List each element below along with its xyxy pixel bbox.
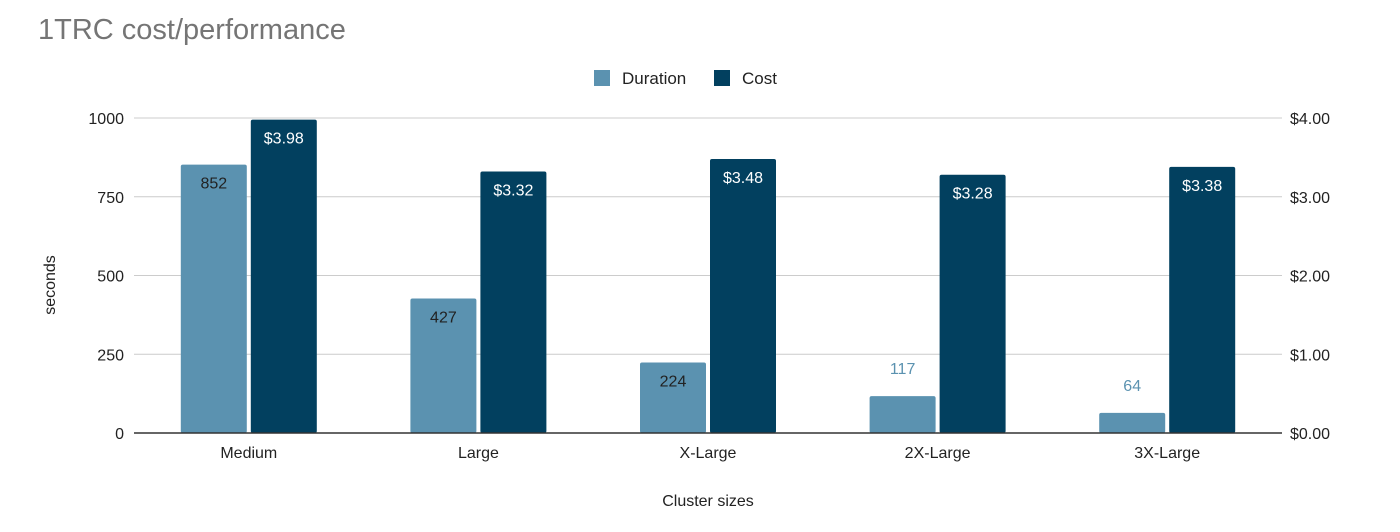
data-label-cost-1: $3.32 bbox=[493, 183, 533, 200]
grid-lines bbox=[134, 117, 1282, 355]
data-label-duration-0: 852 bbox=[200, 176, 227, 193]
bar-cost-1 bbox=[480, 171, 547, 434]
bar-duration-1 bbox=[410, 298, 477, 433]
y2-tick-label: $2.00 bbox=[1290, 269, 1330, 286]
x-tick-label: Large bbox=[458, 445, 499, 462]
data-label-duration-3: 117 bbox=[890, 361, 916, 378]
data-label-cost-3: $3.28 bbox=[953, 186, 993, 203]
y2-tick-label: $0.00 bbox=[1290, 426, 1330, 443]
x-tick-label: 2X-Large bbox=[905, 445, 971, 462]
y2-tick-label: $1.00 bbox=[1290, 347, 1330, 364]
data-labels: 852 $3.98 427 $3.32 224 $3.48 117 $3.28 64 $3.38 bbox=[200, 131, 1222, 395]
y-tick-label: 250 bbox=[97, 347, 124, 364]
data-label-duration-2: 224 bbox=[660, 373, 687, 390]
y-tick-label: 750 bbox=[97, 190, 124, 207]
legend-label-cost: Cost bbox=[742, 69, 777, 88]
data-label-cost-0: $3.98 bbox=[264, 131, 304, 148]
y-axis-title: seconds bbox=[42, 255, 59, 315]
legend-swatch-duration bbox=[594, 70, 610, 86]
y-tick-label: 0 bbox=[115, 426, 124, 443]
bar-duration-4 bbox=[1099, 412, 1166, 433]
y-tick-label: 1000 bbox=[88, 111, 124, 128]
legend: Duration Cost bbox=[594, 69, 777, 88]
y2-tick-label: $4.00 bbox=[1290, 111, 1330, 128]
data-label-duration-1: 427 bbox=[430, 309, 457, 326]
data-label-cost-2: $3.48 bbox=[723, 170, 763, 187]
data-label-duration-4: 64 bbox=[1123, 378, 1141, 395]
bar-cost-0 bbox=[250, 119, 317, 433]
bar-cost-2 bbox=[710, 158, 776, 433]
axes: 0 $0.00 250 $1.00 500 $2.00 750 $3.00 1000 $4.00 M… bbox=[42, 111, 1330, 510]
bar-cost-3 bbox=[939, 174, 1006, 433]
x-tick-label: 3X-Large bbox=[1134, 445, 1200, 462]
y-tick-label: 500 bbox=[97, 269, 124, 286]
bar-duration-0 bbox=[180, 164, 247, 433]
data-label-cost-4: $3.38 bbox=[1182, 178, 1222, 195]
bar-cost-4 bbox=[1169, 166, 1236, 433]
x-tick-label: Medium bbox=[220, 445, 277, 462]
bar-duration-3 bbox=[869, 396, 936, 433]
x-axis-title: Cluster sizes bbox=[662, 493, 754, 510]
x-tick-label: X-Large bbox=[680, 445, 737, 462]
bar-duration-2 bbox=[640, 362, 706, 433]
legend-label-duration: Duration bbox=[622, 69, 686, 88]
chart-title: 1TRC cost/performance bbox=[38, 14, 346, 46]
y2-tick-label: $3.00 bbox=[1290, 190, 1330, 207]
bars bbox=[180, 119, 1236, 434]
legend-swatch-cost bbox=[714, 70, 730, 86]
